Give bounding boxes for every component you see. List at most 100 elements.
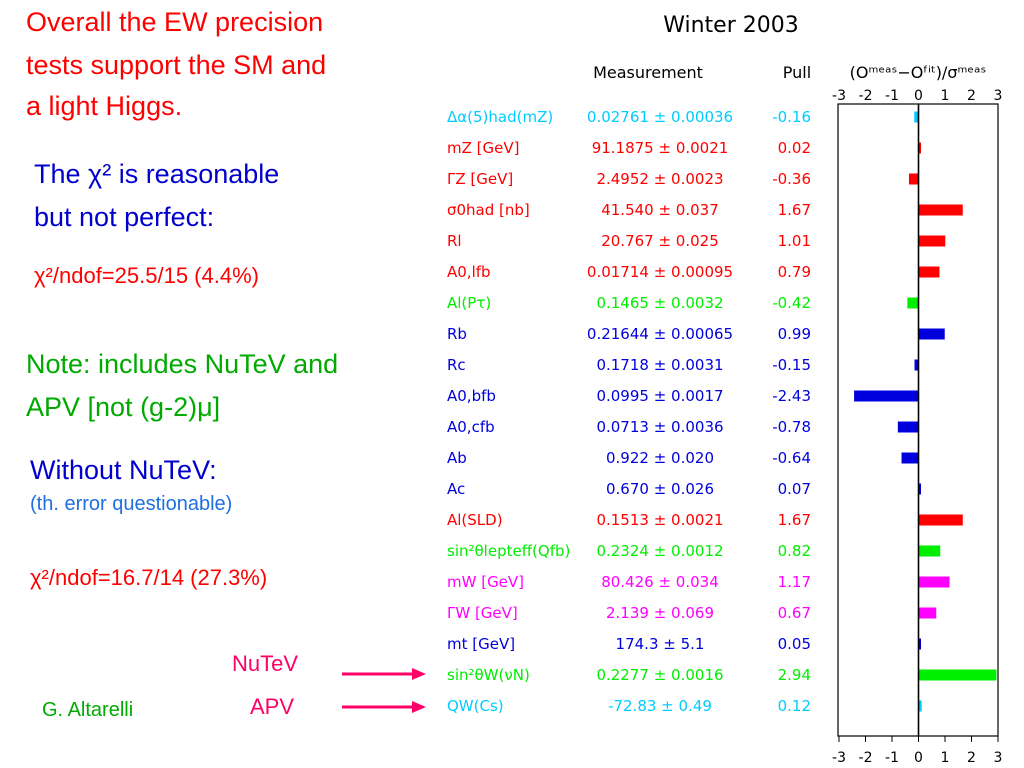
pull-value: 0.67 bbox=[778, 604, 811, 622]
axis-tick-label-bottom: -3 bbox=[832, 750, 846, 766]
table-row: sin²θW(νN) 0.2277 ± 0.0016 2.94 bbox=[447, 666, 997, 684]
observable-name: Ac bbox=[447, 480, 465, 498]
pull-bar bbox=[914, 359, 919, 371]
measurement-value: 0.2324 ± 0.0012 bbox=[596, 542, 723, 560]
table-row: mt [GeV] 174.3 ± 5.1 0.05 bbox=[447, 635, 921, 653]
apv-label: APV bbox=[250, 694, 295, 719]
measurement-value: 2.139 ± 0.069 bbox=[606, 604, 714, 622]
table-row: σ0had [nb] 41.540 ± 0.037 1.67 bbox=[447, 201, 963, 219]
measurement-value: 0.1718 ± 0.0031 bbox=[596, 356, 723, 374]
observable-name: sin²θW(νN) bbox=[447, 666, 530, 684]
pull-value: -0.42 bbox=[772, 294, 811, 312]
table-row: A0,bfb 0.0995 ± 0.0017 -2.43 bbox=[447, 387, 919, 405]
pull-bar bbox=[918, 700, 922, 712]
pull-value: 0.07 bbox=[778, 480, 811, 498]
pull-bar bbox=[901, 452, 919, 464]
pull-bar bbox=[897, 421, 919, 433]
table-row: mZ [GeV] 91.1875 ± 0.0021 0.02 bbox=[447, 139, 921, 157]
axis-tick-label-bottom: -1 bbox=[885, 750, 899, 766]
pull-bar bbox=[854, 390, 919, 402]
pull-value: 1.67 bbox=[778, 511, 811, 529]
observable-name: Rl bbox=[447, 232, 462, 250]
headline-line-2: tests support the SM and bbox=[26, 50, 327, 80]
measurement-value: 41.540 ± 0.037 bbox=[601, 201, 719, 219]
table-row: ΓZ [GeV] 2.4952 ± 0.0023 -0.36 bbox=[447, 170, 919, 188]
chart-title: Winter 2003 bbox=[663, 13, 799, 38]
axis-tick-label-top: 1 bbox=[941, 88, 950, 104]
measurement-header: Measurement bbox=[593, 63, 703, 82]
measurement-value: 0.01714 ± 0.00095 bbox=[587, 263, 733, 281]
axis-tick-label-bottom: -2 bbox=[859, 750, 873, 766]
observable-name: ΓW [GeV] bbox=[447, 604, 518, 622]
measurement-value: 0.02761 ± 0.00036 bbox=[587, 108, 733, 126]
theory-error-note: (th. error questionable) bbox=[30, 493, 233, 515]
headline-line-1: Overall the EW precision bbox=[26, 7, 324, 37]
pull-value: 0.99 bbox=[778, 325, 811, 343]
observable-name: ΓZ [GeV] bbox=[447, 170, 513, 188]
pull-value: -0.16 bbox=[772, 108, 811, 126]
chi2-reasonable-line-1: The χ² is reasonable bbox=[34, 159, 280, 189]
pull-bar bbox=[907, 297, 919, 309]
pull-value: 0.05 bbox=[778, 635, 811, 653]
measurement-value: 91.1875 ± 0.0021 bbox=[592, 139, 729, 157]
measurement-value: 2.4952 ± 0.0023 bbox=[596, 170, 723, 188]
observable-name: mt [GeV] bbox=[447, 635, 515, 653]
apv-arrow-icon bbox=[342, 701, 426, 713]
pull-bar bbox=[918, 235, 946, 247]
pull-value: -0.64 bbox=[772, 449, 811, 467]
table-row: A0,lfb 0.01714 ± 0.00095 0.79 bbox=[447, 263, 940, 281]
observable-name: Δα(5)had(mZ) bbox=[447, 108, 553, 126]
pull-bar bbox=[918, 545, 941, 557]
chi2-without-nutev: χ²/ndof=16.7/14 (27.3%) bbox=[30, 565, 268, 590]
measurement-value: 20.767 ± 0.025 bbox=[601, 232, 719, 250]
axis-tick-label-bottom: 3 bbox=[994, 750, 1003, 766]
table-row: Al(SLD) 0.1513 ± 0.0021 1.67 bbox=[447, 511, 963, 529]
observable-name: A0,bfb bbox=[447, 387, 496, 405]
observable-name: Al(Pτ) bbox=[447, 294, 491, 312]
table-row: mW [GeV] 80.426 ± 0.034 1.17 bbox=[447, 573, 950, 591]
table-row: Rb 0.21644 ± 0.00065 0.99 bbox=[447, 325, 945, 343]
pull-bar bbox=[918, 638, 921, 650]
measurement-value: 0.922 ± 0.020 bbox=[606, 449, 714, 467]
pull-value: -2.43 bbox=[772, 387, 811, 405]
pull-value: 0.79 bbox=[778, 263, 811, 281]
pull-bar bbox=[918, 669, 997, 681]
table-row: Ab 0.922 ± 0.020 -0.64 bbox=[447, 449, 919, 467]
pull-value: 0.12 bbox=[778, 697, 811, 715]
table-row: Ac 0.670 ± 0.026 0.07 bbox=[447, 480, 921, 498]
pull-bar bbox=[918, 328, 945, 340]
nutev-arrow-icon bbox=[342, 668, 426, 680]
observable-name: mW [GeV] bbox=[447, 573, 524, 591]
measurement-value: 80.426 ± 0.034 bbox=[601, 573, 719, 591]
chi2-reasonable-line-2: but not perfect: bbox=[34, 202, 215, 232]
observable-name: Rc bbox=[447, 356, 466, 374]
observable-name: sin²θlepteff(Qfb) bbox=[447, 542, 570, 560]
observable-name: Ab bbox=[447, 449, 467, 467]
measurement-value: 0.21644 ± 0.00065 bbox=[587, 325, 733, 343]
pull-header: Pull bbox=[783, 63, 811, 82]
observable-name: Rb bbox=[447, 325, 467, 343]
observable-name: A0,lfb bbox=[447, 263, 491, 281]
axis-tick-label-top: 2 bbox=[967, 88, 976, 104]
observable-name: Al(SLD) bbox=[447, 511, 503, 529]
axis-tick-label-bottom: 1 bbox=[941, 750, 950, 766]
pull-bar bbox=[914, 111, 919, 123]
pull-value: 1.67 bbox=[778, 201, 811, 219]
measurement-value: 0.0713 ± 0.0036 bbox=[596, 418, 723, 436]
table-row: Rc 0.1718 ± 0.0031 -0.15 bbox=[447, 356, 919, 374]
pull-value: 1.01 bbox=[778, 232, 811, 250]
measurement-value: 0.0995 ± 0.0017 bbox=[596, 387, 723, 405]
author-credit: G. Altarelli bbox=[42, 699, 134, 721]
pull-value: 1.17 bbox=[778, 573, 811, 591]
axis-tick-label-top: -2 bbox=[859, 88, 873, 104]
measurement-value: 0.1465 ± 0.0032 bbox=[596, 294, 723, 312]
pull-bar bbox=[918, 607, 937, 619]
measurement-value: 174.3 ± 5.1 bbox=[616, 635, 705, 653]
without-nutev: Without NuTeV: bbox=[30, 455, 217, 485]
pull-bar bbox=[918, 266, 940, 278]
table-row: Rl 20.767 ± 0.025 1.01 bbox=[447, 232, 946, 250]
table-row: sin²θlepteff(Qfb) 0.2324 ± 0.0012 0.82 bbox=[447, 542, 941, 560]
observable-name: QW(Cs) bbox=[447, 697, 504, 715]
axis-tick-label-top: -3 bbox=[832, 88, 846, 104]
nutev-label: NuTeV bbox=[232, 651, 299, 676]
